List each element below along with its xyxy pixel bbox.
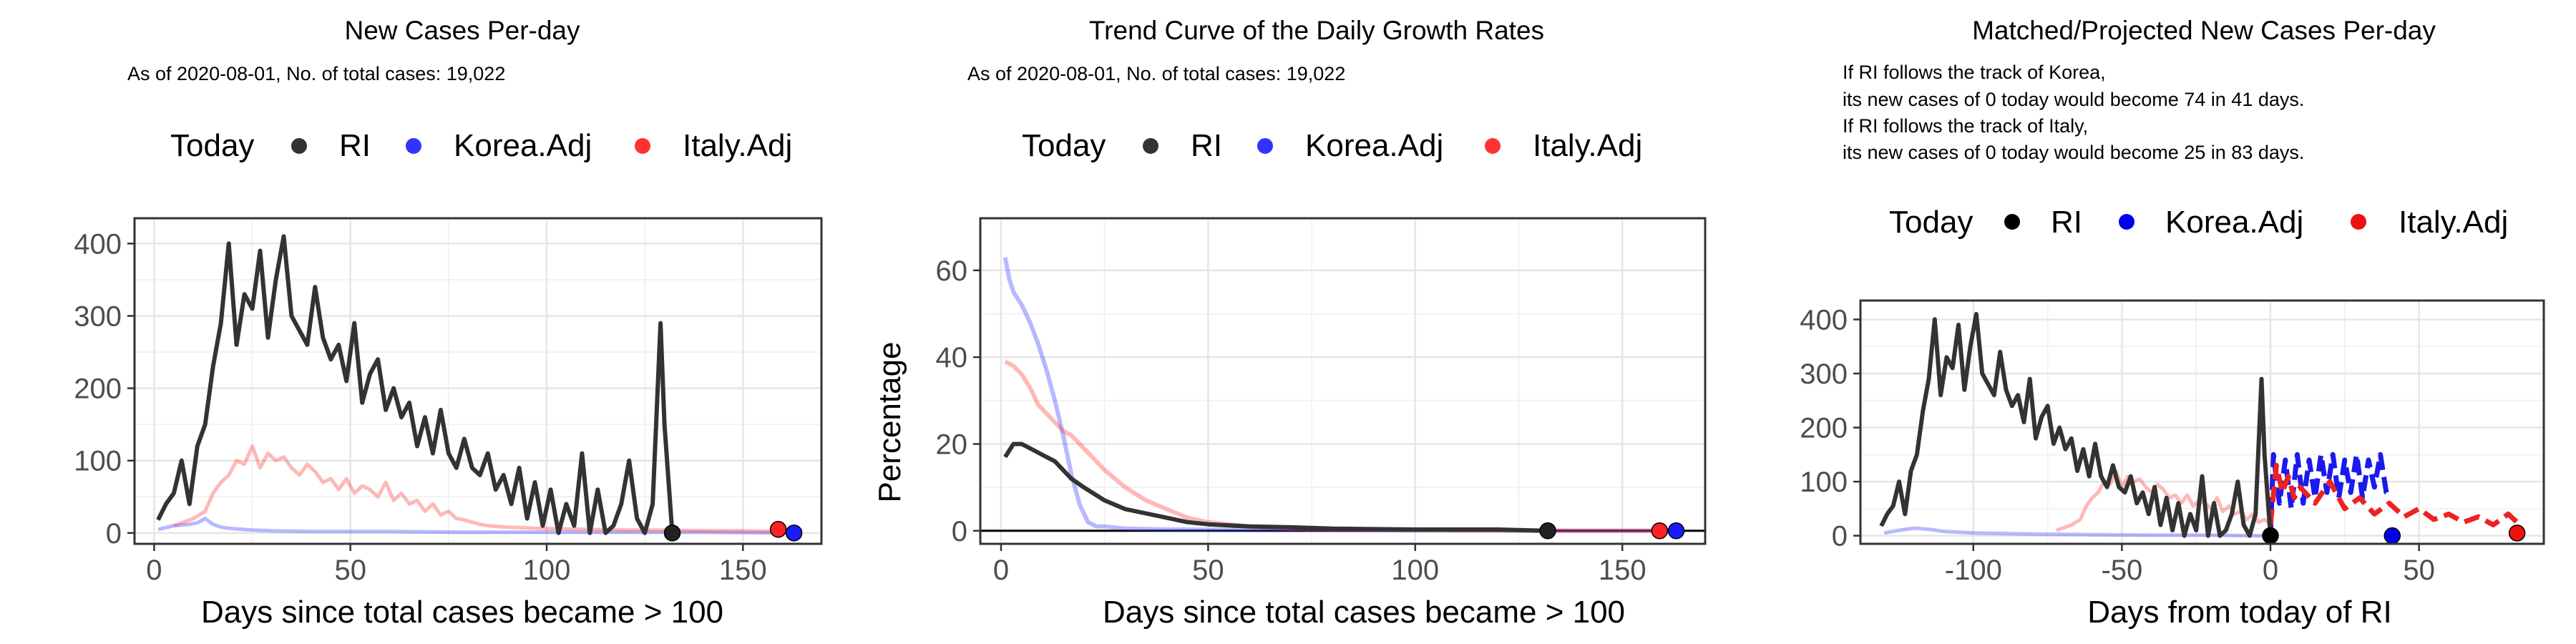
- legend: Today RI Korea.Adj Italy.Adj: [170, 128, 792, 163]
- x-tick-label: 50: [1192, 555, 1224, 586]
- legend-label-korea: Korea.Adj: [2165, 205, 2303, 240]
- annotation-line: If RI follows the track of Korea,: [1843, 62, 2106, 83]
- panel-new-cases: New Cases Per-day As of 2020-08-01, No. …: [74, 16, 823, 630]
- series-line-ri: [156, 234, 675, 535]
- y-tick-label: 20: [936, 429, 968, 460]
- plot-background: [135, 218, 821, 544]
- y-tick-label: 40: [936, 342, 968, 374]
- chart-title: New Cases Per-day: [344, 16, 580, 45]
- y-tick-label: 400: [74, 228, 122, 260]
- series-line-projected-italy: [2268, 462, 2519, 528]
- legend-key-korea: [1257, 138, 1273, 154]
- legend-label-korea: Korea.Adj: [454, 128, 592, 163]
- plot-border: [133, 217, 823, 545]
- series-line-korea: [157, 517, 794, 535]
- legend: Today RI Korea.Adj Italy.Adj: [1022, 128, 1642, 163]
- y-tick-label: 100: [1800, 467, 1848, 498]
- legend-key-italy: [1485, 138, 1501, 154]
- today-point-korea: [785, 525, 803, 542]
- annotation-line: If RI follows the track of Italy,: [1843, 115, 2088, 137]
- x-tick-label: 150: [1599, 555, 1646, 586]
- plot-border: [979, 217, 1707, 545]
- legend-key-italy: [635, 138, 650, 154]
- annotation: If RI follows the track of Korea, its ne…: [1843, 62, 2304, 163]
- today-point-ri: [2262, 527, 2279, 545]
- annotation-line: its new cases of 0 today would become 25…: [1843, 142, 2304, 163]
- y-tick-label: 100: [74, 446, 122, 477]
- legend-key-ri: [2004, 214, 2020, 230]
- plot-area: 0 50 100 150 0 20 40 60: [936, 217, 1707, 586]
- legend-label-italy: Italy.Adj: [1533, 128, 1642, 163]
- y-tick-label: 300: [74, 301, 122, 333]
- y-tick-label: 0: [106, 518, 122, 550]
- legend-key-italy: [2351, 214, 2366, 230]
- x-axis-label: Days since total cases became > 100: [201, 595, 723, 630]
- today-point-ri: [663, 525, 681, 542]
- legend-key-ri: [291, 138, 307, 154]
- series-line-ri: [1879, 311, 2273, 538]
- y-axis-label: Percentage: [872, 341, 907, 502]
- y-tick-label: 300: [1800, 358, 1848, 390]
- panel-growth-rates: Trend Curve of the Daily Growth Rates As…: [872, 16, 1707, 630]
- x-tick-label: 150: [719, 555, 767, 586]
- plot-area: 0 50 100 150 0 100 200 300 400: [74, 217, 823, 586]
- y-tick-label: 0: [1832, 521, 1848, 552]
- series-line-italy: [173, 444, 783, 534]
- chart-title: Matched/Projected New Cases Per-day: [1972, 16, 2436, 45]
- x-axis-label: Days since total cases became > 100: [1103, 595, 1625, 630]
- chart-subtitle: As of 2020-08-01, No. of total cases: 19…: [127, 63, 505, 84]
- x-tick-label: -100: [1945, 555, 2002, 586]
- x-tick-label: 100: [523, 555, 571, 586]
- today-point-italy: [2508, 525, 2526, 542]
- legend-label-ri: RI: [2051, 205, 2082, 240]
- y-tick-label: 60: [936, 255, 968, 287]
- y-tick-label: 400: [1800, 304, 1848, 336]
- x-tick-label: 50: [2403, 555, 2435, 586]
- legend-key-korea: [2119, 214, 2135, 230]
- plot-border: [1859, 299, 2545, 545]
- legend-key-ri: [1143, 138, 1158, 154]
- x-tick-label: 0: [146, 555, 162, 586]
- x-tick-label: -50: [2101, 555, 2142, 586]
- legend-key-korea: [406, 138, 421, 154]
- y-tick-label: 0: [952, 516, 967, 547]
- y-tick-label: 200: [1800, 413, 1848, 444]
- x-tick-label: 50: [334, 555, 366, 586]
- series-line-italy: [2056, 469, 2272, 532]
- x-tick-label: 100: [1391, 555, 1439, 586]
- legend-label-ri: RI: [1191, 128, 1222, 163]
- x-tick-label: 0: [2263, 555, 2278, 586]
- series-line-korea: [1002, 257, 1677, 533]
- legend-title: Today: [1889, 205, 1973, 240]
- x-tick-label: 0: [993, 555, 1009, 586]
- legend-label-ri: RI: [339, 128, 371, 163]
- plot-background: [980, 218, 1705, 544]
- legend-title: Today: [1022, 128, 1106, 163]
- today-point-korea: [1667, 522, 1685, 540]
- legend-label-korea: Korea.Adj: [1305, 128, 1443, 163]
- today-point-italy: [769, 521, 787, 538]
- chart-subtitle: As of 2020-08-01, No. of total cases: 19…: [967, 63, 1345, 84]
- chart-title: Trend Curve of the Daily Growth Rates: [1089, 16, 1544, 45]
- series-line-projected-korea: [2268, 452, 2394, 536]
- today-point-italy: [1651, 522, 1669, 540]
- plot-background: [1860, 301, 2544, 544]
- today-point-ri: [1539, 522, 1556, 540]
- y-tick-label: 200: [74, 374, 122, 405]
- series-line-ri: [1003, 441, 1548, 533]
- panel-projected-cases: Matched/Projected New Cases Per-day If R…: [1800, 16, 2545, 630]
- legend-label-italy: Italy.Adj: [683, 128, 792, 163]
- plot-area: -100 -50 0 50 0 100 200 300 400: [1800, 299, 2545, 586]
- legend: Today RI Korea.Adj Italy.Adj: [1889, 205, 2508, 240]
- today-point-korea: [2384, 527, 2401, 545]
- legend-label-italy: Italy.Adj: [2399, 205, 2508, 240]
- x-axis-label: Days from today of RI: [2087, 595, 2391, 630]
- annotation-line: its new cases of 0 today would become 74…: [1843, 89, 2304, 110]
- legend-title: Today: [170, 128, 254, 163]
